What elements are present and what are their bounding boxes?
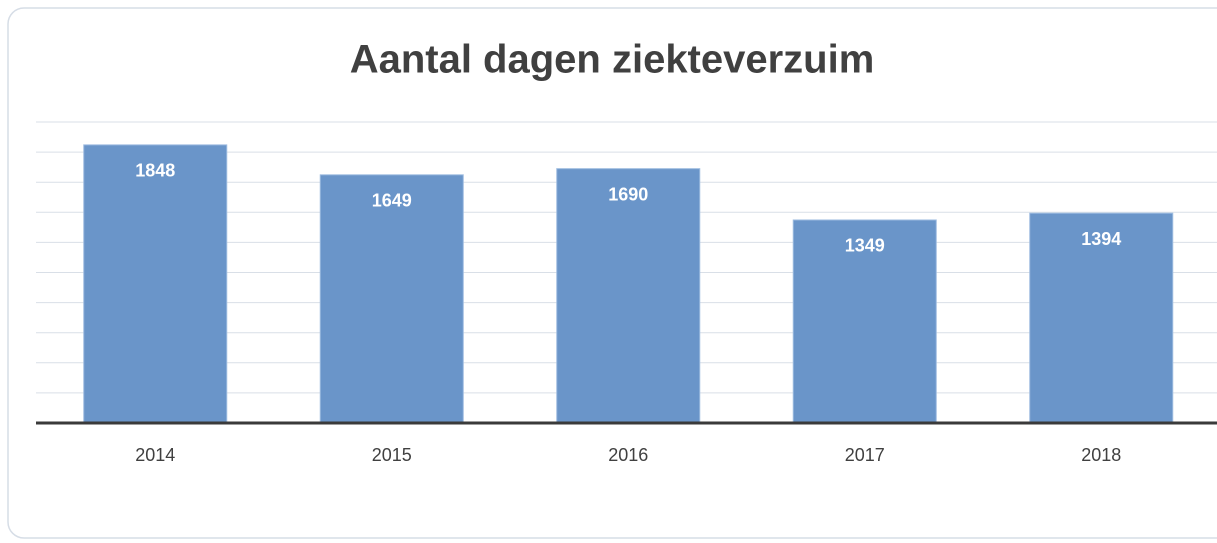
bar: [83, 144, 228, 424]
x-tick-label: 2016: [608, 445, 648, 465]
x-tick-label: 2014: [135, 445, 175, 465]
x-tick-label: 2018: [1081, 445, 1121, 465]
x-tick-label: 2015: [372, 445, 412, 465]
chart-title: Aantal dagen ziekteverzuim: [350, 38, 875, 82]
bar: [319, 174, 464, 424]
data-label: 1649: [372, 191, 412, 211]
bar: [556, 168, 701, 424]
x-tick-label: 2017: [845, 445, 885, 465]
bar: [1029, 212, 1174, 424]
data-label: 1349: [845, 236, 885, 256]
data-label: 1394: [1081, 229, 1121, 249]
data-label: 1690: [608, 184, 648, 204]
bar: [792, 219, 937, 424]
data-label: 1848: [135, 161, 175, 181]
